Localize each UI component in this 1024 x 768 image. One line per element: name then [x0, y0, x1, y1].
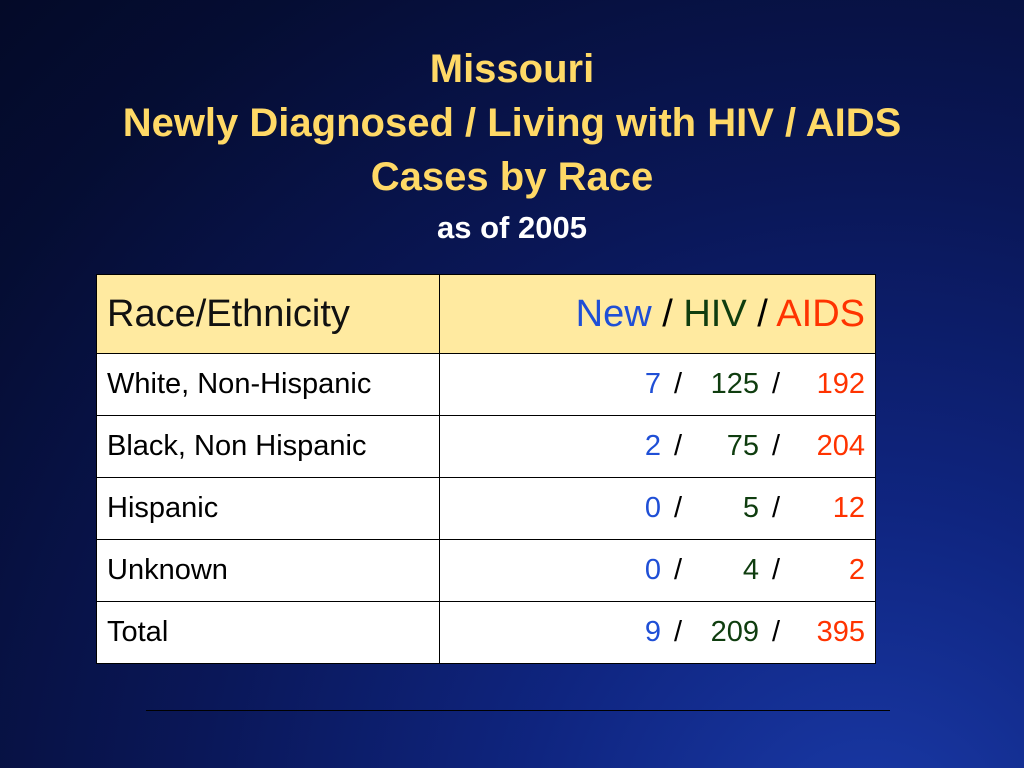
aids-count: 2 [848, 554, 865, 586]
separator: / [673, 554, 683, 586]
table-row: Black, Non Hispanic 2 / 75 / 204 [96, 415, 876, 478]
table-row: White, Non-Hispanic 7 / 125 / 192 [96, 353, 876, 416]
title-line-3: Cases by Race [370, 155, 654, 199]
new-count: 9 [644, 616, 661, 648]
slide-title: Missouri Newly Diagnosed / Living with H… [0, 42, 1024, 250]
hiv-count: 5 [742, 492, 759, 524]
row-counts: 0 / 4 / 2 [439, 539, 876, 602]
separator: / [771, 492, 781, 524]
header-new: New [575, 292, 652, 335]
row-label: Unknown [96, 539, 440, 602]
cases-table: Race/Ethnicity New / HIV / AIDS White, N… [96, 274, 876, 664]
new-count: 2 [644, 430, 661, 462]
new-count: 0 [644, 492, 661, 524]
hiv-count: 209 [710, 616, 759, 648]
new-count: 7 [644, 368, 661, 400]
table-row-total: Total 9 / 209 / 395 [96, 601, 876, 664]
row-label: Total [96, 601, 440, 664]
row-label: Black, Non Hispanic [96, 415, 440, 478]
separator: / [673, 492, 683, 524]
header-race-ethnicity: Race/Ethnicity [96, 274, 440, 354]
separator: / [771, 616, 781, 648]
hiv-count: 4 [742, 554, 759, 586]
separator: / [771, 554, 781, 586]
aids-count: 12 [832, 492, 865, 524]
separator: / [673, 368, 683, 400]
header-aids: AIDS [776, 292, 865, 335]
row-counts: 7 / 125 / 192 [439, 353, 876, 416]
row-counts: 2 / 75 / 204 [439, 415, 876, 478]
row-counts: 9 / 209 / 395 [439, 601, 876, 664]
table-row: Unknown 0 / 4 / 2 [96, 539, 876, 602]
header-separator: / [757, 292, 768, 335]
separator: / [673, 430, 683, 462]
header-hiv: HIV [683, 292, 747, 335]
hiv-count: 75 [726, 430, 759, 462]
row-label: Hispanic [96, 477, 440, 540]
table-header-row: Race/Ethnicity New / HIV / AIDS [96, 274, 876, 354]
aids-count: 204 [816, 430, 865, 462]
bottom-divider [146, 710, 890, 711]
separator: / [771, 368, 781, 400]
header-separator: / [662, 292, 673, 335]
header-counts: New / HIV / AIDS [439, 274, 876, 354]
table-row: Hispanic 0 / 5 / 12 [96, 477, 876, 540]
aids-count: 395 [816, 616, 865, 648]
slide-subtitle: as of 2005 [437, 210, 587, 245]
title-line-1: Missouri [429, 47, 595, 91]
separator: / [673, 616, 683, 648]
separator: / [771, 430, 781, 462]
row-counts: 0 / 5 / 12 [439, 477, 876, 540]
title-line-2: Newly Diagnosed / Living with HIV / AIDS [122, 101, 902, 145]
hiv-count: 125 [710, 368, 759, 400]
row-label: White, Non-Hispanic [96, 353, 440, 416]
new-count: 0 [644, 554, 661, 586]
aids-count: 192 [816, 368, 865, 400]
